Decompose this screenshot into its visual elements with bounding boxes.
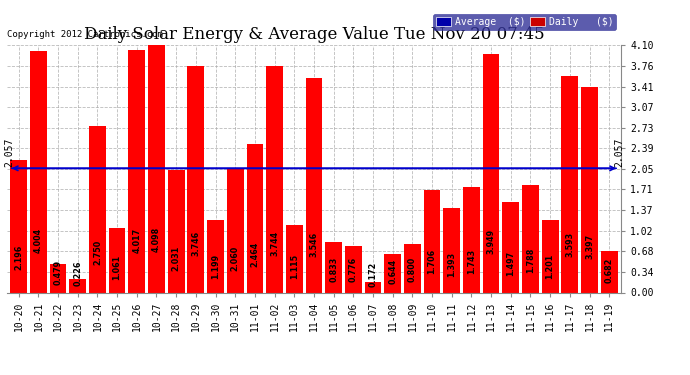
- Text: 1.199: 1.199: [211, 254, 220, 279]
- Text: 0.682: 0.682: [604, 258, 613, 283]
- Bar: [286, 225, 303, 292]
- Bar: [168, 170, 184, 292]
- Bar: [404, 244, 421, 292]
- Text: 1.201: 1.201: [546, 254, 555, 279]
- Bar: [483, 54, 500, 292]
- Text: 2.060: 2.060: [230, 246, 239, 271]
- Bar: [581, 87, 598, 292]
- Text: 2.196: 2.196: [14, 244, 23, 270]
- Bar: [325, 242, 342, 292]
- Bar: [306, 78, 322, 292]
- Bar: [30, 51, 47, 292]
- Bar: [345, 246, 362, 292]
- Title: Daily Solar Energy & Average Value Tue Nov 20 07:45: Daily Solar Energy & Average Value Tue N…: [83, 27, 544, 44]
- Bar: [227, 168, 244, 292]
- Bar: [542, 220, 558, 292]
- Text: 4.004: 4.004: [34, 228, 43, 253]
- Text: 2.464: 2.464: [250, 242, 259, 267]
- Bar: [562, 76, 578, 292]
- Text: 0.833: 0.833: [329, 257, 338, 282]
- Bar: [70, 279, 86, 292]
- Text: Copyright 2012 Cartronics.com: Copyright 2012 Cartronics.com: [7, 30, 163, 39]
- Bar: [89, 126, 106, 292]
- Text: 0.479: 0.479: [54, 260, 63, 285]
- Text: 1.497: 1.497: [506, 251, 515, 276]
- Bar: [522, 184, 539, 292]
- Bar: [10, 160, 27, 292]
- Bar: [207, 220, 224, 292]
- Bar: [424, 189, 440, 292]
- Text: 3.397: 3.397: [585, 234, 594, 259]
- Text: 0.644: 0.644: [388, 258, 397, 284]
- Text: 2.750: 2.750: [93, 239, 102, 265]
- Text: 0.800: 0.800: [408, 257, 417, 282]
- Text: 1.115: 1.115: [290, 254, 299, 279]
- Text: 2.031: 2.031: [172, 246, 181, 271]
- Text: 0.776: 0.776: [349, 257, 358, 282]
- Text: 3.949: 3.949: [486, 229, 495, 254]
- Text: 2.057: 2.057: [614, 137, 624, 166]
- Bar: [128, 50, 145, 292]
- Text: 1.743: 1.743: [467, 249, 476, 274]
- Bar: [444, 209, 460, 292]
- Text: 4.098: 4.098: [152, 227, 161, 252]
- Text: 1.393: 1.393: [447, 252, 456, 277]
- Bar: [463, 187, 480, 292]
- Bar: [109, 228, 126, 292]
- Text: 3.546: 3.546: [309, 232, 319, 257]
- Text: 0.172: 0.172: [368, 262, 377, 287]
- Text: 2.057: 2.057: [4, 137, 14, 166]
- Text: 0.226: 0.226: [73, 260, 82, 286]
- Bar: [148, 45, 165, 292]
- Bar: [188, 66, 204, 292]
- Text: 3.593: 3.593: [565, 232, 574, 257]
- Bar: [502, 202, 519, 292]
- Bar: [601, 251, 618, 292]
- Text: 1.788: 1.788: [526, 248, 535, 273]
- Bar: [246, 144, 264, 292]
- Bar: [266, 66, 283, 292]
- Text: 1.706: 1.706: [428, 249, 437, 274]
- Text: 4.017: 4.017: [132, 228, 141, 253]
- Text: 3.746: 3.746: [191, 230, 200, 255]
- Text: 3.744: 3.744: [270, 231, 279, 256]
- Bar: [364, 282, 382, 292]
- Text: 1.061: 1.061: [112, 255, 121, 280]
- Legend: Average  ($), Daily   ($): Average ($), Daily ($): [433, 14, 616, 30]
- Bar: [384, 254, 401, 292]
- Bar: [50, 264, 66, 292]
